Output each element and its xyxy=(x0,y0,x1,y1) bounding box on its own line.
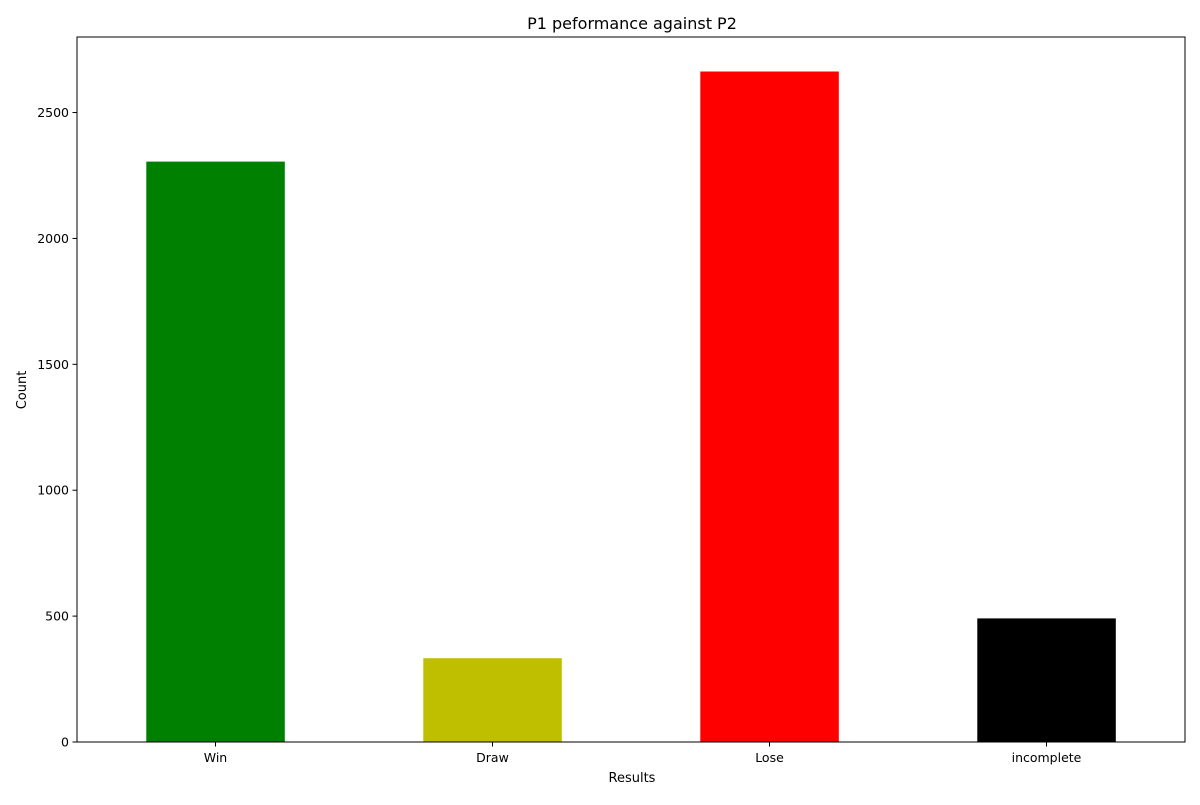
x-axis: Win Draw Lose incomplete xyxy=(204,742,1082,765)
chart-title: P1 peformance against P2 xyxy=(527,14,737,33)
y-tick-label: 2500 xyxy=(37,105,69,120)
plot-frame xyxy=(76,36,1186,743)
x-tick-label: Win xyxy=(204,750,227,765)
y-tick-label: 0 xyxy=(61,735,69,750)
bar-win xyxy=(146,161,285,743)
bar-incomplete xyxy=(977,618,1116,742)
x-tick-label: Draw xyxy=(476,750,509,765)
y-axis-label: Count xyxy=(15,371,30,410)
y-tick-label: 1500 xyxy=(37,357,69,372)
x-tick-label: incomplete xyxy=(1012,750,1082,765)
bars xyxy=(146,71,1116,743)
x-tick-label: Lose xyxy=(755,750,784,765)
bar-lose xyxy=(700,71,839,742)
y-tick-label: 2000 xyxy=(37,231,69,246)
y-tick-label: 1000 xyxy=(37,483,69,498)
bar-draw xyxy=(423,658,562,742)
x-axis-label: Results xyxy=(609,771,656,786)
y-axis: 0 500 1000 1500 2000 2500 xyxy=(37,105,77,750)
y-tick-label: 500 xyxy=(45,609,69,624)
